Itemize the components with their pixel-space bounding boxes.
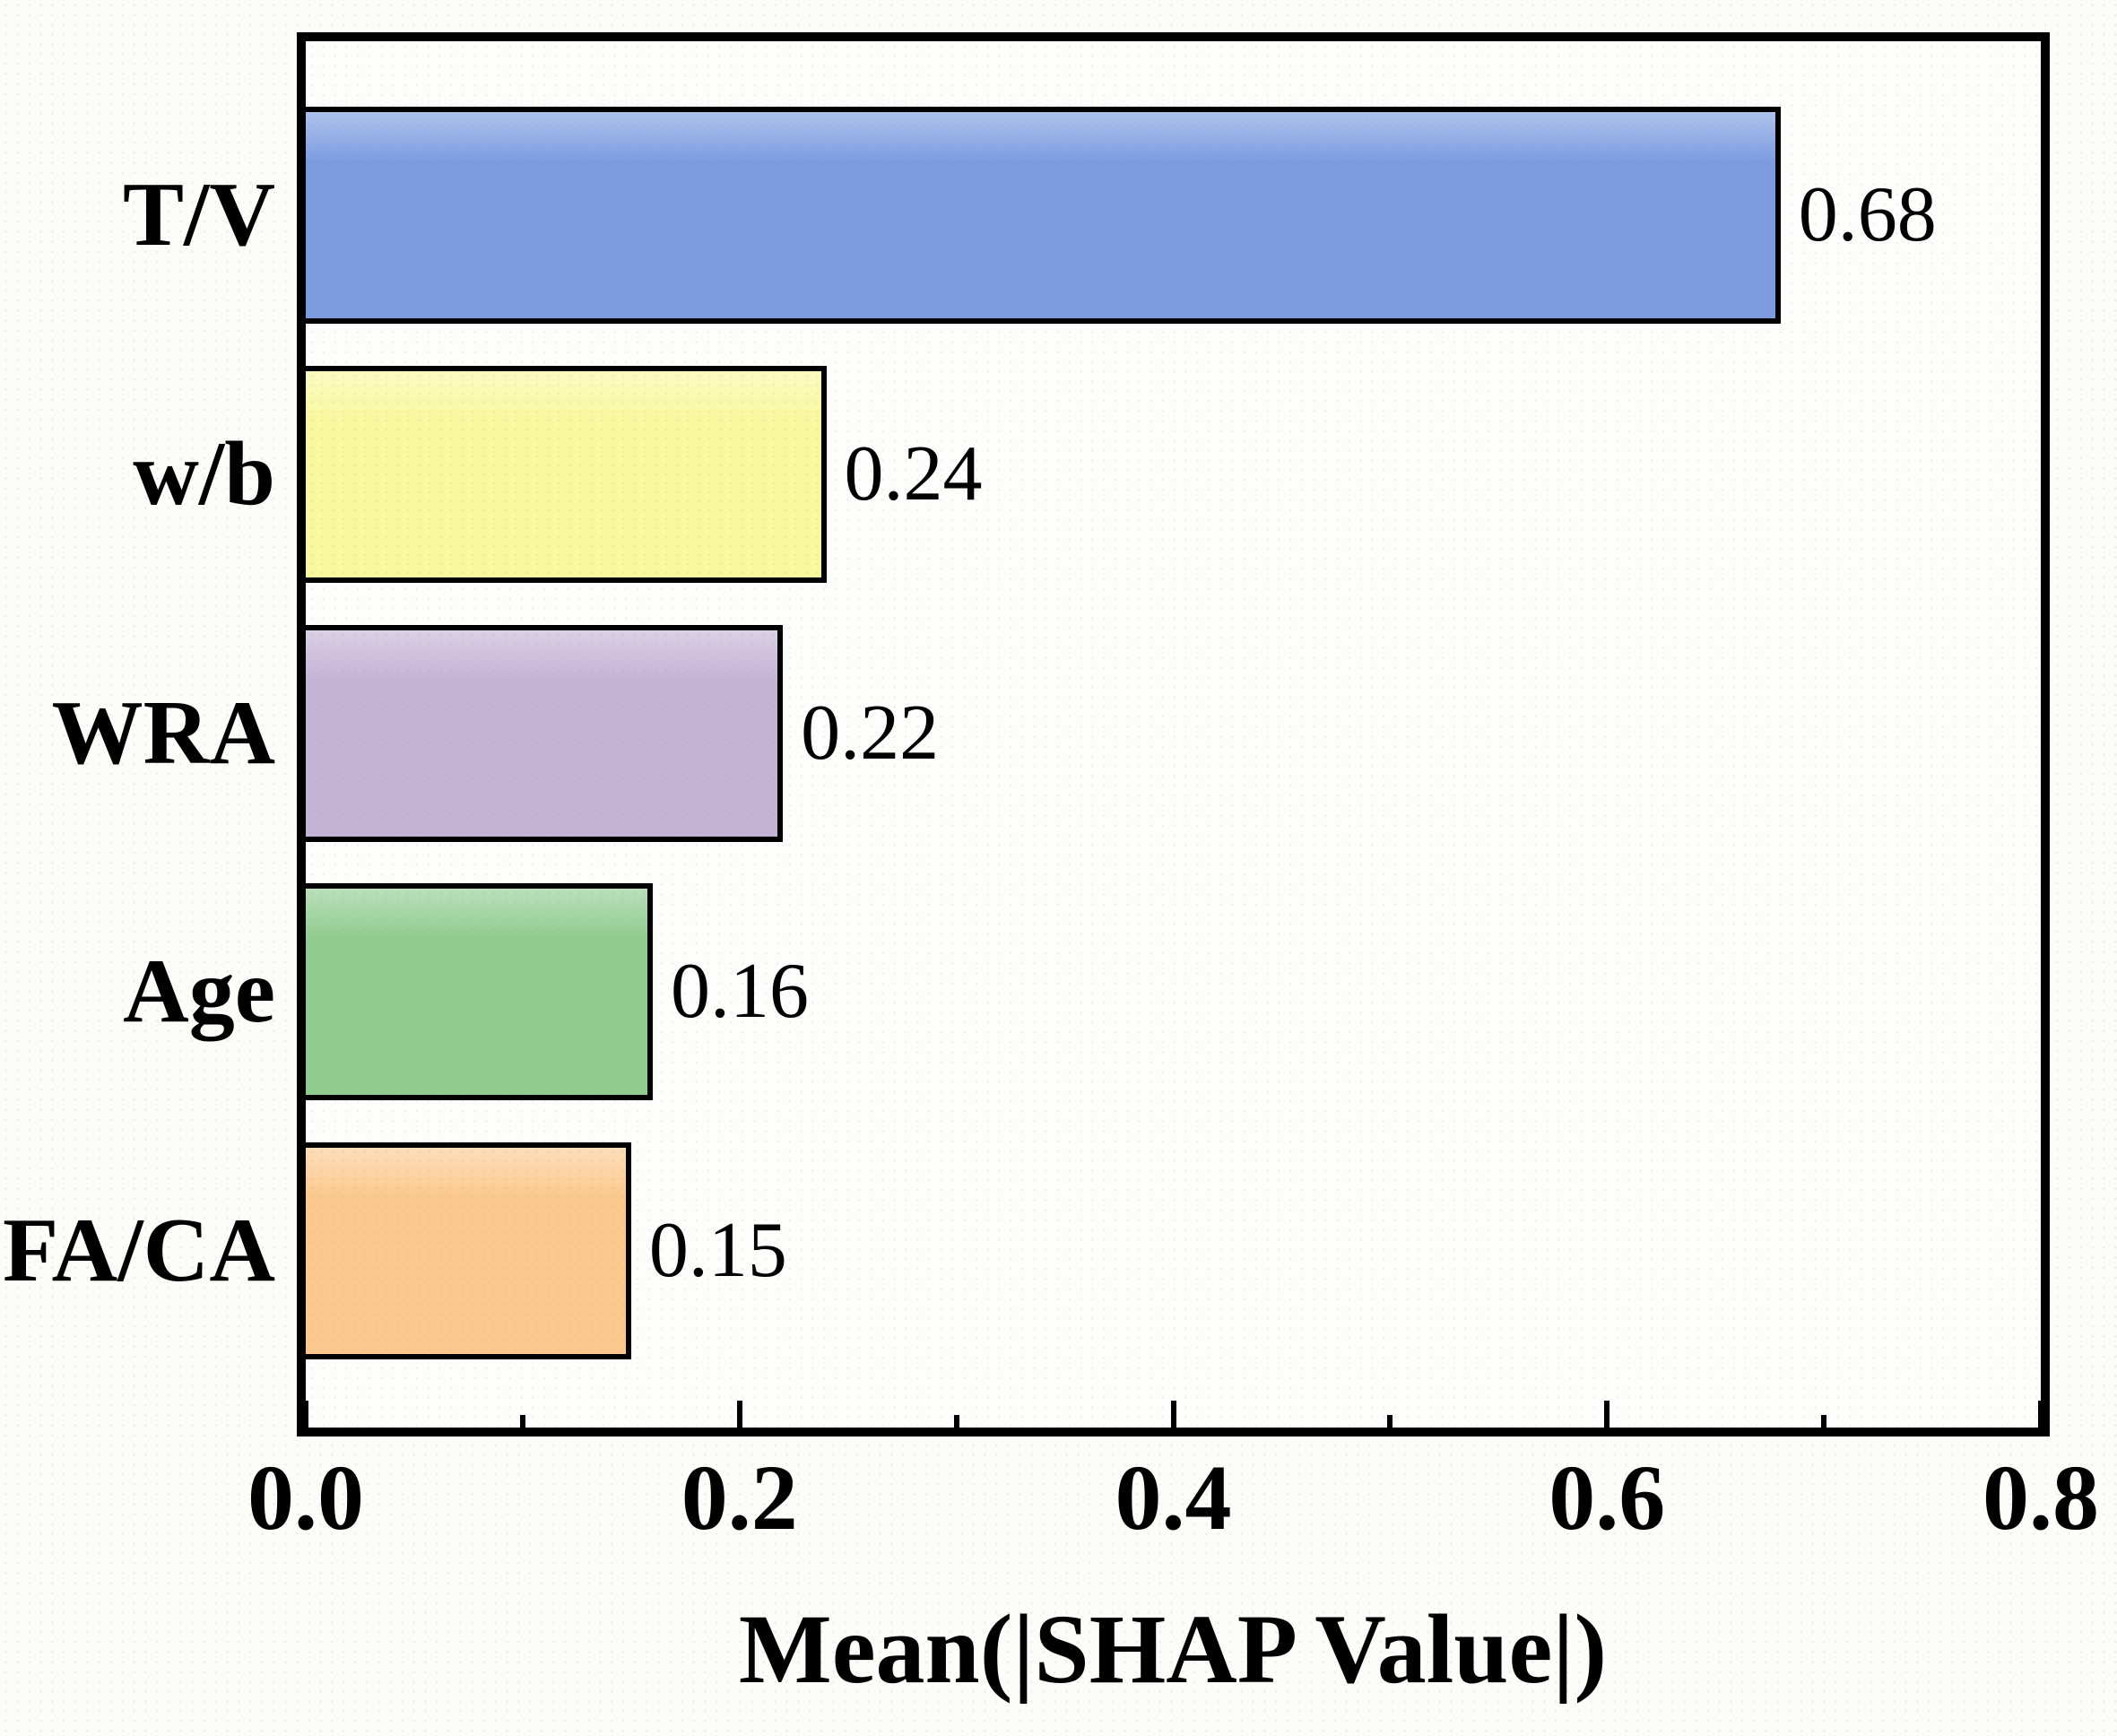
x-tick-label-0.2: 0.2 <box>681 1446 798 1549</box>
x-axis-ticks <box>303 41 2043 1428</box>
value-label-fa-ca: 0.15 <box>648 1207 787 1294</box>
x-tick-0.6 <box>1604 1401 1610 1428</box>
category-label-wra: WRA <box>51 681 275 784</box>
bar-w-b <box>306 365 827 583</box>
bar-fa-ca <box>306 1142 631 1359</box>
x-tick-label-0.8: 0.8 <box>1983 1446 2099 1549</box>
category-label-fa-ca: FA/CA <box>2 1200 275 1301</box>
value-label-w-b: 0.24 <box>844 430 983 517</box>
value-label-wra: 0.22 <box>801 689 940 777</box>
x-tick-0.7 <box>1821 1415 1827 1428</box>
bar-t-v <box>306 107 1781 324</box>
x-tick-0.1 <box>519 1415 525 1428</box>
x-tick-0.4 <box>1170 1401 1176 1428</box>
x-tick-0.5 <box>1387 1415 1393 1428</box>
x-tick-label-0.6: 0.6 <box>1549 1446 1666 1549</box>
x-tick-0.8 <box>2038 1401 2043 1428</box>
x-tick-label-0.0: 0.0 <box>247 1446 364 1549</box>
category-label-age: Age <box>123 941 275 1043</box>
x-axis-title: Mean(|SHAP Value|) <box>738 1594 1608 1704</box>
value-label-age: 0.16 <box>671 948 809 1036</box>
x-tick-0.3 <box>953 1415 959 1428</box>
x-tick-label-0.4: 0.4 <box>1115 1446 1232 1549</box>
value-label-t-v: 0.68 <box>1798 171 1937 258</box>
x-tick-0 <box>303 1401 308 1428</box>
bar-wra <box>306 624 784 842</box>
plot-area <box>297 32 2050 1437</box>
x-tick-0.2 <box>736 1401 742 1428</box>
category-label-w-b: w/b <box>133 422 275 525</box>
bars-layer <box>306 41 2041 1428</box>
bar-age <box>306 883 653 1101</box>
category-label-t-v: T/V <box>122 164 275 265</box>
